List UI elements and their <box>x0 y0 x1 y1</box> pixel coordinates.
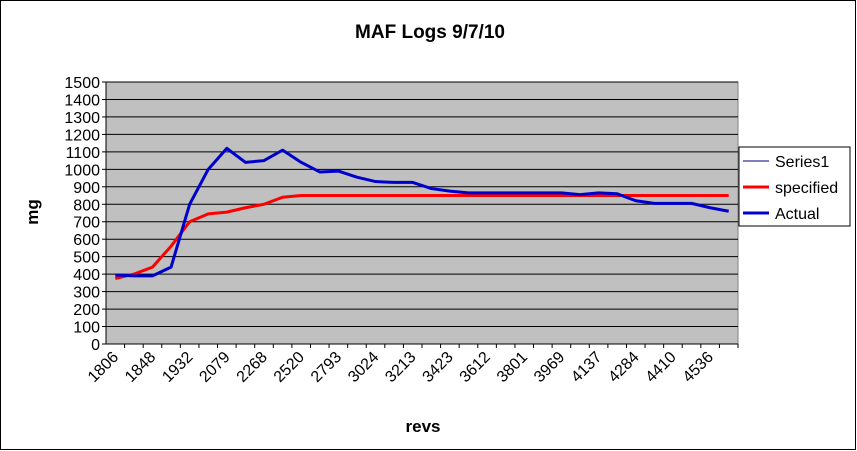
plot-background <box>105 81 739 345</box>
series-line-actual <box>115 146 729 278</box>
y-tick-label: 1300 <box>64 110 100 127</box>
legend: Series1 specified Actual <box>738 146 851 227</box>
legend-entry: Actual <box>743 206 819 223</box>
y-axis-label: mg <box>23 199 42 225</box>
y-tick-label: 0 <box>91 337 100 354</box>
legend-label: Series1 <box>775 154 829 171</box>
y-tick-label: 900 <box>73 180 100 197</box>
y-tick-label: 600 <box>73 232 100 249</box>
legend-label: Actual <box>775 206 819 223</box>
legend-label: specified <box>775 180 838 197</box>
plot-area: 0100200300400500600700800900100011001200… <box>64 75 739 386</box>
y-tick-label: 700 <box>73 215 100 232</box>
y-tick-label: 1000 <box>64 162 100 179</box>
y-tick-label: 800 <box>73 197 100 214</box>
y-tick-label: 500 <box>73 250 100 267</box>
x-axis-label: revs <box>406 417 441 436</box>
chart-title: MAF Logs 9/7/10 <box>355 22 505 43</box>
y-tick-label: 200 <box>73 302 100 319</box>
y-tick-label: 1500 <box>64 75 100 92</box>
y-tick-label: 100 <box>73 320 100 337</box>
y-tick-label: 1400 <box>64 92 100 109</box>
y-tick-label: 400 <box>73 267 100 284</box>
legend-entry: Series1 <box>743 154 829 171</box>
y-tick-label: 300 <box>73 285 100 302</box>
y-tick-label: 1100 <box>66 145 101 162</box>
legend-entry: specified <box>743 180 838 197</box>
series-line-specified <box>114 194 729 280</box>
y-tick-label: 1200 <box>64 127 100 144</box>
